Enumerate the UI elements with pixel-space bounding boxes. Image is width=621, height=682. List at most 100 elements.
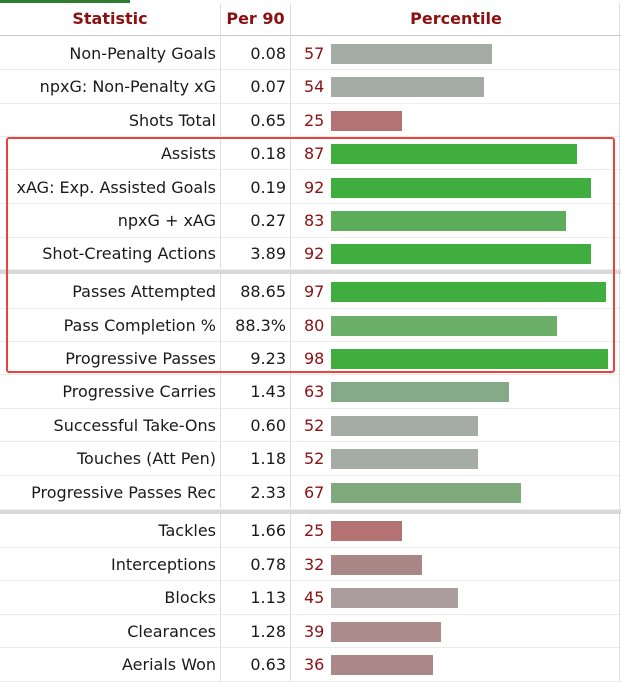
stat-label: Successful Take-Ons (53, 416, 216, 435)
per90-value: 1.43 (250, 382, 286, 401)
header-statistic: Statistic (72, 9, 148, 28)
percentile-bar (331, 316, 557, 336)
per90-value: 1.18 (250, 449, 286, 468)
percentile-bar (331, 211, 566, 231)
section-separator-2 (0, 510, 621, 514)
stat-row: Shots Total 0.65 25 (0, 104, 621, 137)
stat-row: npxG + xAG 0.27 83 (0, 204, 621, 238)
stat-label: Shots Total (128, 111, 216, 130)
percentile-value: 54 (304, 77, 325, 96)
percentile-bar (331, 178, 591, 198)
stat-label: npxG: Non-Penalty xG (39, 77, 216, 96)
percentile-bar (331, 349, 608, 369)
per90-value: 0.78 (250, 555, 286, 574)
percentile-bar (331, 555, 422, 575)
percentile-bar (331, 244, 591, 264)
stat-row: Non-Penalty Goals 0.08 57 (0, 37, 621, 70)
percentile-value: 57 (304, 44, 325, 63)
percentile-value: 83 (304, 211, 325, 230)
stat-row: Aerials Won 0.63 36 (0, 648, 621, 682)
stat-label: Aerials Won (121, 655, 216, 674)
per90-value: 3.89 (250, 244, 286, 263)
percentile-bar (331, 655, 433, 675)
per90-value: 0.60 (250, 416, 286, 435)
stat-row: Progressive Passes Rec 2.33 67 (0, 476, 621, 510)
percentile-bar (331, 483, 521, 503)
percentile-value: 98 (304, 349, 325, 368)
stat-label: npxG + xAG (117, 211, 216, 230)
header-percentile: Percentile (410, 9, 502, 28)
stat-row: Progressive Carries 1.43 63 (0, 375, 621, 409)
percentile-bar (331, 521, 402, 541)
per90-value: 0.18 (250, 144, 286, 163)
stat-label: Pass Completion % (63, 316, 216, 335)
stat-label: Passes Attempted (72, 282, 216, 301)
per90-value: 88.65 (240, 282, 286, 301)
per90-value: 88.3% (235, 316, 286, 335)
stat-row: xAG: Exp. Assisted Goals 0.19 92 (0, 171, 621, 204)
column-divider-right (619, 3, 620, 682)
percentile-value: 52 (304, 416, 325, 435)
percentile-value: 45 (304, 588, 325, 607)
per90-value: 0.65 (250, 111, 286, 130)
stat-label: Clearances (127, 622, 216, 641)
percentile-bar (331, 588, 458, 608)
stat-row: Successful Take-Ons 0.60 52 (0, 409, 621, 442)
percentile-value: 92 (304, 178, 325, 197)
percentile-value: 67 (304, 483, 325, 502)
stat-label: Progressive Passes Rec (31, 483, 216, 502)
percentile-bar (331, 77, 484, 97)
percentile-value: 32 (304, 555, 325, 574)
stat-label: Touches (Att Pen) (76, 449, 216, 468)
percentile-value: 97 (304, 282, 325, 301)
stat-label: Assists (160, 144, 216, 163)
percentile-value: 52 (304, 449, 325, 468)
per90-value: 1.13 (250, 588, 286, 607)
percentile-value: 80 (304, 316, 325, 335)
percentile-bar (331, 111, 402, 131)
stat-label: Interceptions (111, 555, 216, 574)
column-divider-1 (220, 3, 221, 682)
stat-row: Progressive Passes 9.23 98 (0, 342, 621, 375)
stat-row: Passes Attempted 88.65 97 (0, 274, 621, 309)
stat-label: Progressive Passes (65, 349, 216, 368)
header-per90: Per 90 (226, 9, 285, 28)
per90-value: 0.63 (250, 655, 286, 674)
percentile-bar (331, 449, 478, 469)
stat-label: Non-Penalty Goals (69, 44, 216, 63)
per90-value: 0.07 (250, 77, 286, 96)
stat-label: Shot-Creating Actions (42, 244, 216, 263)
per90-value: 2.33 (250, 483, 286, 502)
percentile-bar (331, 416, 478, 436)
stat-label: xAG: Exp. Assisted Goals (16, 178, 216, 197)
stat-row: Tackles 1.66 25 (0, 514, 621, 548)
per90-value: 9.23 (250, 349, 286, 368)
percentile-value: 25 (304, 111, 325, 130)
highlight-box (6, 137, 615, 373)
top-accent-bar (0, 0, 130, 3)
stat-label: Blocks (164, 588, 216, 607)
stat-row: Assists 0.18 87 (0, 137, 621, 170)
percentile-bar (331, 44, 492, 64)
percentile-value: 63 (304, 382, 325, 401)
percentile-value: 92 (304, 244, 325, 263)
per90-value: 0.08 (250, 44, 286, 63)
stat-row: Shot-Creating Actions 3.89 92 (0, 238, 621, 270)
stat-row: Interceptions 0.78 32 (0, 548, 621, 581)
percentile-bar (331, 282, 606, 302)
stat-row: Clearances 1.28 39 (0, 615, 621, 648)
percentile-value: 87 (304, 144, 325, 163)
percentile-value: 25 (304, 521, 325, 540)
stat-row: Blocks 1.13 45 (0, 581, 621, 615)
percentile-value: 39 (304, 622, 325, 641)
stat-row: Pass Completion % 88.3% 80 (0, 309, 621, 342)
stat-label: Tackles (158, 521, 216, 540)
stat-row: npxG: Non-Penalty xG 0.07 54 (0, 70, 621, 104)
section-separator-1 (0, 270, 621, 274)
column-divider-2 (290, 3, 291, 682)
header-row: Statistic Per 90 Percentile (0, 3, 621, 36)
percentile-bar (331, 144, 577, 164)
per90-value: 0.27 (250, 211, 286, 230)
per90-value: 1.66 (250, 521, 286, 540)
